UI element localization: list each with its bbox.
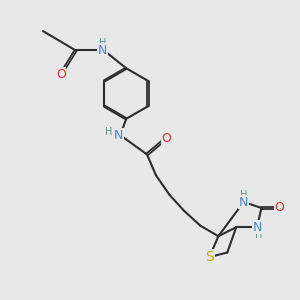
Text: O: O [56, 68, 66, 81]
Text: H: H [255, 230, 262, 240]
Text: N: N [98, 44, 107, 57]
Text: N: N [114, 129, 124, 142]
Text: H: H [105, 127, 113, 137]
Text: O: O [161, 132, 171, 145]
Text: O: O [274, 202, 284, 214]
Text: N: N [252, 221, 262, 234]
Text: H: H [99, 38, 106, 48]
Text: N: N [239, 196, 248, 208]
Text: S: S [205, 250, 214, 264]
Text: H: H [240, 190, 247, 200]
